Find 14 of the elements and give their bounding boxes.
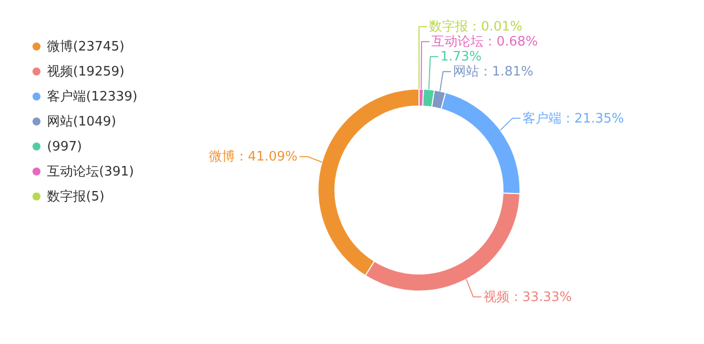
legend-label: 客户端(12339) xyxy=(47,88,138,104)
data-label: 网站：1.81% xyxy=(453,64,534,80)
data-label: 客户端：21.35% xyxy=(522,110,624,126)
legend-label: 互动论坛(391) xyxy=(47,164,134,180)
data-label: 互动论坛：0.68% xyxy=(432,34,538,50)
data-label: 视频：33.33% xyxy=(483,290,572,305)
legend-label: 视频(19259) xyxy=(47,64,124,80)
legend-label: (997) xyxy=(47,140,82,154)
legend-label: 数字报(5) xyxy=(47,188,104,204)
legend-label: 微博(23745) xyxy=(47,40,124,54)
legend-label: 网站(1049) xyxy=(47,114,116,130)
data-label: 1.73% xyxy=(440,50,482,65)
data-label: 微博：41.09% xyxy=(208,150,298,165)
data-label: 数字报：0.01% xyxy=(429,18,522,35)
